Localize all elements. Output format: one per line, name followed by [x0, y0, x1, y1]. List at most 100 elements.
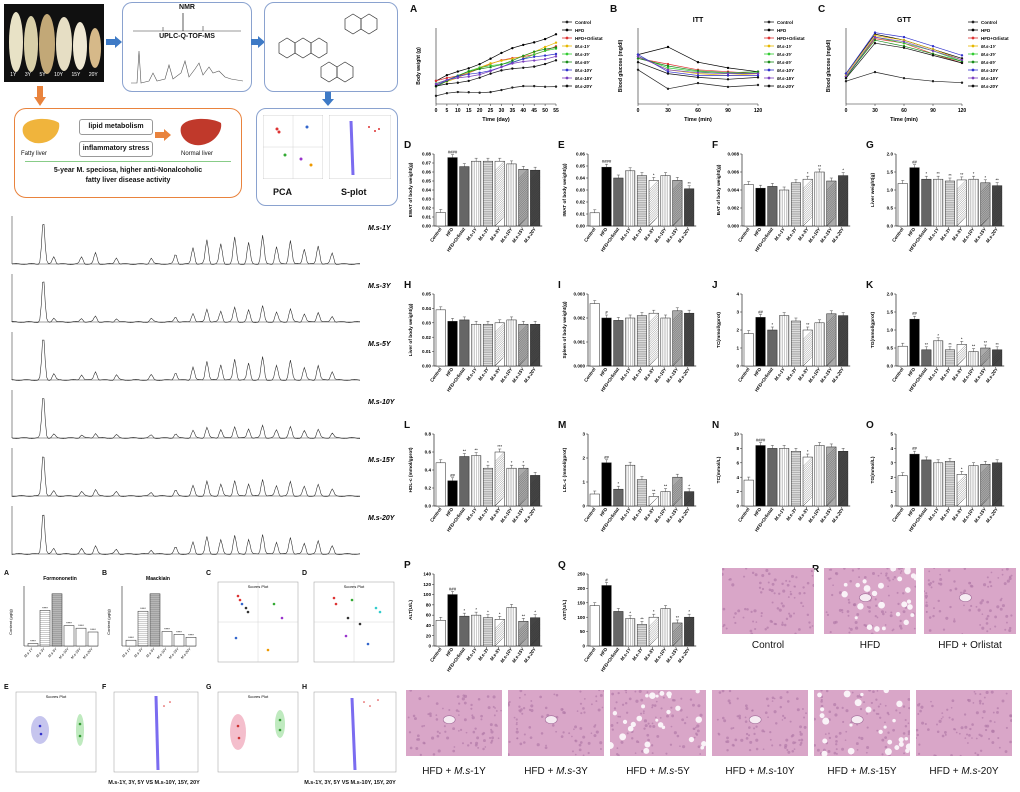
bar-hatch	[992, 192, 1003, 202]
bar-hatch	[672, 343, 683, 354]
nucleus	[933, 568, 936, 570]
nucleus	[1003, 582, 1007, 586]
nucleus	[574, 753, 577, 756]
bar-hatch	[494, 165, 505, 176]
bar-hatch	[672, 339, 683, 350]
bar-hatch	[518, 208, 529, 219]
bar-hatch	[518, 204, 529, 215]
nucleus	[492, 695, 496, 699]
bar-hatch	[684, 346, 695, 356]
bar	[956, 344, 967, 367]
bar-hatch	[518, 175, 529, 186]
x-tick-label: M.s-20Y	[677, 366, 692, 384]
bar-hatch	[494, 465, 505, 475]
bar-hatch	[494, 185, 505, 196]
bar-hatch	[980, 189, 991, 200]
significance-mark: *	[985, 175, 987, 180]
y-tick-label: 0.5	[887, 206, 894, 211]
nucleus	[800, 738, 804, 742]
arrow-right-icon	[106, 36, 122, 48]
caption-species: M.s	[454, 766, 471, 777]
legend-marker	[565, 60, 569, 64]
bar-hatch	[684, 504, 686, 507]
bar-hatch	[494, 473, 505, 484]
bar-hatch	[518, 177, 529, 188]
bar-hatch	[530, 214, 541, 224]
chromatogram: M.s-3Y	[11, 274, 392, 323]
y-tick-label: 0.05	[576, 164, 585, 169]
bar-hatch	[802, 354, 813, 364]
nucleus	[822, 748, 826, 752]
bar-hatch	[992, 480, 1003, 491]
nucleus	[686, 716, 688, 719]
bar-hatch	[530, 211, 541, 222]
bar-hatch	[518, 634, 529, 645]
nucleus	[656, 734, 660, 738]
series-line	[637, 54, 758, 76]
bar-chart: Liver weight(g)0.00.51.01.52.0Control##H…	[870, 152, 1005, 253]
nucleus	[734, 612, 737, 615]
bar-hatch	[980, 347, 991, 358]
nucleus	[744, 607, 747, 611]
bar-hatch	[802, 181, 813, 192]
panel-letter: J	[712, 280, 718, 291]
x-axis-label: Time (day)	[482, 117, 510, 123]
nucleus	[444, 730, 447, 733]
nucleus	[900, 570, 903, 573]
nucleus	[721, 716, 725, 720]
nucleus	[423, 724, 426, 727]
nucleus	[769, 730, 772, 734]
bar-hatch	[494, 634, 505, 645]
y-tick-label: 0.000	[574, 364, 586, 369]
bar-hatch	[684, 363, 687, 367]
nucleus	[902, 705, 906, 708]
bar-hatch	[802, 214, 813, 225]
bar	[921, 459, 932, 507]
x-tick-label: HFD	[907, 226, 917, 237]
bar-hatch	[956, 179, 967, 190]
bar-hatch	[518, 337, 529, 348]
bar-hatch	[530, 200, 541, 211]
significance-mark: ####	[756, 438, 766, 443]
bar-hatch	[530, 475, 541, 486]
bar-hatch	[838, 177, 849, 188]
x-tick-label: M.s-20Y	[677, 506, 692, 524]
bar-hatch	[648, 628, 659, 638]
x-tick-label: M.s-20Y	[831, 226, 846, 244]
y-tick-label: 0.07	[422, 161, 431, 166]
bar-hatch	[648, 354, 659, 365]
nucleus	[640, 712, 643, 715]
nucleus	[829, 568, 833, 571]
legend-label: M.s-15Y	[981, 76, 999, 81]
body-weight-chart: Time (day)Body weight (g)0 5 10 15 20 25 30 35 4…	[416, 20, 603, 123]
nucleus	[789, 590, 792, 593]
nucleus	[981, 599, 985, 602]
central-vein	[442, 715, 456, 725]
nucleus	[695, 733, 699, 736]
nucleus	[827, 750, 831, 753]
bar-hatch	[684, 315, 695, 326]
nucleus	[553, 693, 556, 696]
nucleus	[800, 741, 803, 745]
bar-hatch	[518, 485, 529, 496]
chromatogram: M.s-20Y	[11, 506, 396, 555]
lipid-droplet	[655, 694, 659, 698]
bar-hatch	[826, 495, 837, 505]
bar-hatch	[684, 328, 695, 339]
nucleus	[824, 733, 827, 735]
bar-hatch	[826, 340, 837, 350]
nucleus	[971, 737, 973, 739]
nucleus	[697, 704, 701, 708]
nucleus	[455, 709, 459, 712]
lipid-droplet	[892, 718, 896, 723]
caption-prefix: HFD +	[422, 766, 455, 777]
nucleus	[435, 718, 439, 721]
bar-hatch	[672, 494, 683, 505]
nucleus	[515, 723, 518, 726]
lipid-droplet	[695, 690, 700, 694]
nucleus	[497, 737, 500, 740]
bar	[482, 467, 493, 507]
bar-hatch	[826, 200, 837, 211]
nucleus	[583, 711, 586, 714]
nucleus	[521, 712, 524, 715]
